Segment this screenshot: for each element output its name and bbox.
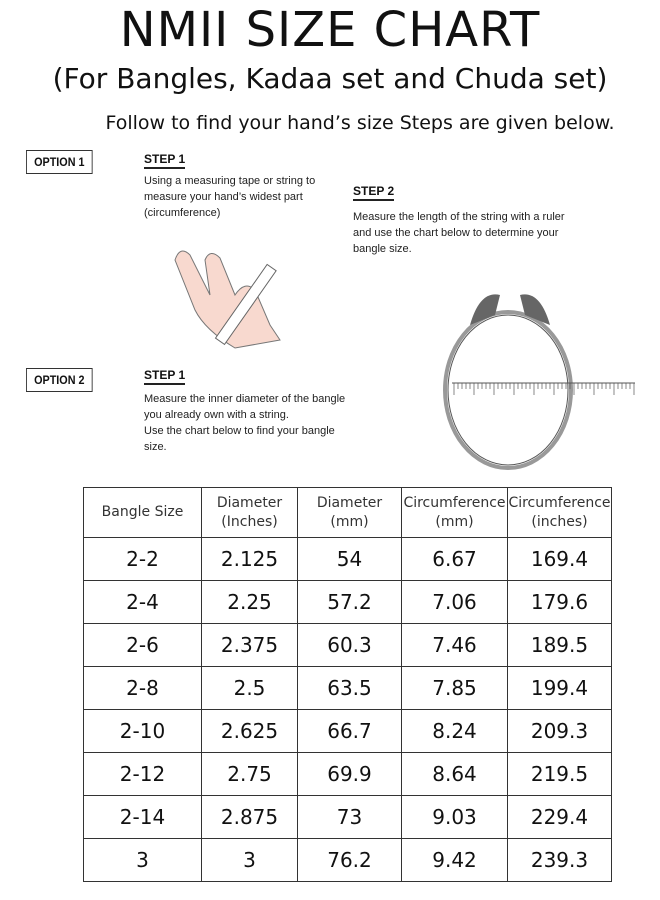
table-cell: 199.4: [507, 666, 612, 710]
table-cell: 2-2: [83, 537, 202, 581]
step-text-line: and use the chart below to determine you…: [353, 227, 559, 239]
table-row: 2-6 2.375 60.3 7.46 189.5: [83, 623, 612, 667]
table-cell: 2-6: [83, 623, 202, 667]
column-header: Circumference (mm): [401, 487, 508, 538]
table-cell: 69.9: [297, 752, 402, 796]
option-1-step-2: STEP 2 Measure the length of the string …: [353, 180, 565, 257]
option-2-label: OPTION 2: [26, 368, 93, 392]
step-text-line: Using a measuring tape or string to: [144, 175, 316, 187]
header-line: Circumference: [508, 494, 611, 511]
table-cell: 2.875: [201, 795, 298, 839]
header-line: (mm): [330, 513, 369, 530]
table-row: 3 3 76.2 9.42 239.3: [83, 838, 612, 882]
intro-text: Follow to find your hand’s size Steps ar…: [105, 112, 615, 134]
table-cell: 219.5: [507, 752, 612, 796]
table-cell: 7.06: [401, 580, 508, 624]
table-cell: 66.7: [297, 709, 402, 753]
table-header-row: Bangle Size Diameter (Inches) Diameter (mm) C…: [83, 487, 612, 538]
table-cell: 2.625: [201, 709, 298, 753]
table-cell: 9.42: [401, 838, 508, 882]
table-cell: 2.25: [201, 580, 298, 624]
step-text-line: bangle size.: [353, 243, 412, 255]
table-cell: 9.03: [401, 795, 508, 839]
table-cell: 76.2: [297, 838, 402, 882]
step-text-line: Use the chart below to find your bangle: [144, 425, 335, 437]
table-cell: 3: [201, 838, 298, 882]
option-1-step-1: STEP 1 Using a measuring tape or string …: [144, 148, 315, 221]
column-header: Circumference (inches): [507, 487, 612, 538]
table-row: 2-2 2.125 54 6.67 169.4: [83, 537, 612, 581]
header-line: Diameter: [216, 494, 283, 511]
table-cell: 8.24: [401, 709, 508, 753]
table-cell: 229.4: [507, 795, 612, 839]
table-cell: 3: [83, 838, 202, 882]
table-cell: 2-14: [83, 795, 202, 839]
bangle-ruler-illustration: [443, 294, 635, 470]
header-line: Diameter: [316, 494, 383, 511]
table-cell: 2-12: [83, 752, 202, 796]
header-line: (mm): [435, 513, 474, 530]
table-cell: 2.5: [201, 666, 298, 710]
table-cell: 60.3: [297, 623, 402, 667]
table-cell: 54: [297, 537, 402, 581]
table-row: 2-4 2.25 57.2 7.06 179.6: [83, 580, 612, 624]
table-cell: 73: [297, 795, 402, 839]
table-row: 2-10 2.625 66.7 8.24 209.3: [83, 709, 612, 753]
step-text-line: measure your hand’s widest part: [144, 191, 303, 203]
option-1-label: OPTION 1: [26, 150, 93, 174]
table-cell: 63.5: [297, 666, 402, 710]
page-subtitle: (For Bangles, Kadaa set and Chuda set): [52, 62, 608, 95]
step-text-line: size.: [144, 441, 167, 453]
step-text-line: Measure the inner diameter of the bangle: [144, 393, 346, 405]
table-cell: 2-4: [83, 580, 202, 624]
page-title: NMII SIZE CHART: [119, 2, 541, 58]
column-header: Diameter (mm): [297, 487, 402, 538]
table-cell: 2.375: [201, 623, 298, 667]
step-text-line: you already own with a string.: [144, 409, 289, 421]
header-line: Circumference: [403, 494, 506, 511]
step-title: STEP 2: [353, 184, 395, 201]
table-row: 2-14 2.875 73 9.03 229.4: [83, 795, 612, 839]
table-cell: 179.6: [507, 580, 612, 624]
column-header: Bangle Size: [83, 487, 202, 538]
option-2-step-1: STEP 1 Measure the inner diameter of the…: [144, 364, 345, 455]
column-header: Diameter (Inches): [201, 487, 298, 538]
header-line: (inches): [531, 513, 588, 530]
step-text-line: Measure the length of the string with a …: [353, 211, 565, 223]
table-cell: 7.46: [401, 623, 508, 667]
header-line: (Inches): [221, 513, 278, 530]
table-row: 2-12 2.75 69.9 8.64 219.5: [83, 752, 612, 796]
table-cell: 57.2: [297, 580, 402, 624]
table-cell: 6.67: [401, 537, 508, 581]
table-cell: 239.3: [507, 838, 612, 882]
hand-measuring-illustration: [174, 250, 281, 349]
table-cell: 2-8: [83, 666, 202, 710]
header-line: Bangle Size: [101, 504, 184, 520]
table-cell: 2-10: [83, 709, 202, 753]
size-chart-table: Bangle Size Diameter (Inches) Diameter (mm) C…: [83, 487, 612, 882]
table-cell: 169.4: [507, 537, 612, 581]
step-title: STEP 1: [144, 368, 186, 385]
table-cell: 209.3: [507, 709, 612, 753]
table-row: 2-8 2.5 63.5 7.85 199.4: [83, 666, 612, 710]
table-cell: 7.85: [401, 666, 508, 710]
table-cell: 2.75: [201, 752, 298, 796]
step-text-line: (circumference): [144, 207, 221, 219]
table-cell: 2.125: [201, 537, 298, 581]
table-cell: 8.64: [401, 752, 508, 796]
step-title: STEP 1: [144, 152, 186, 169]
table-cell: 189.5: [507, 623, 612, 667]
